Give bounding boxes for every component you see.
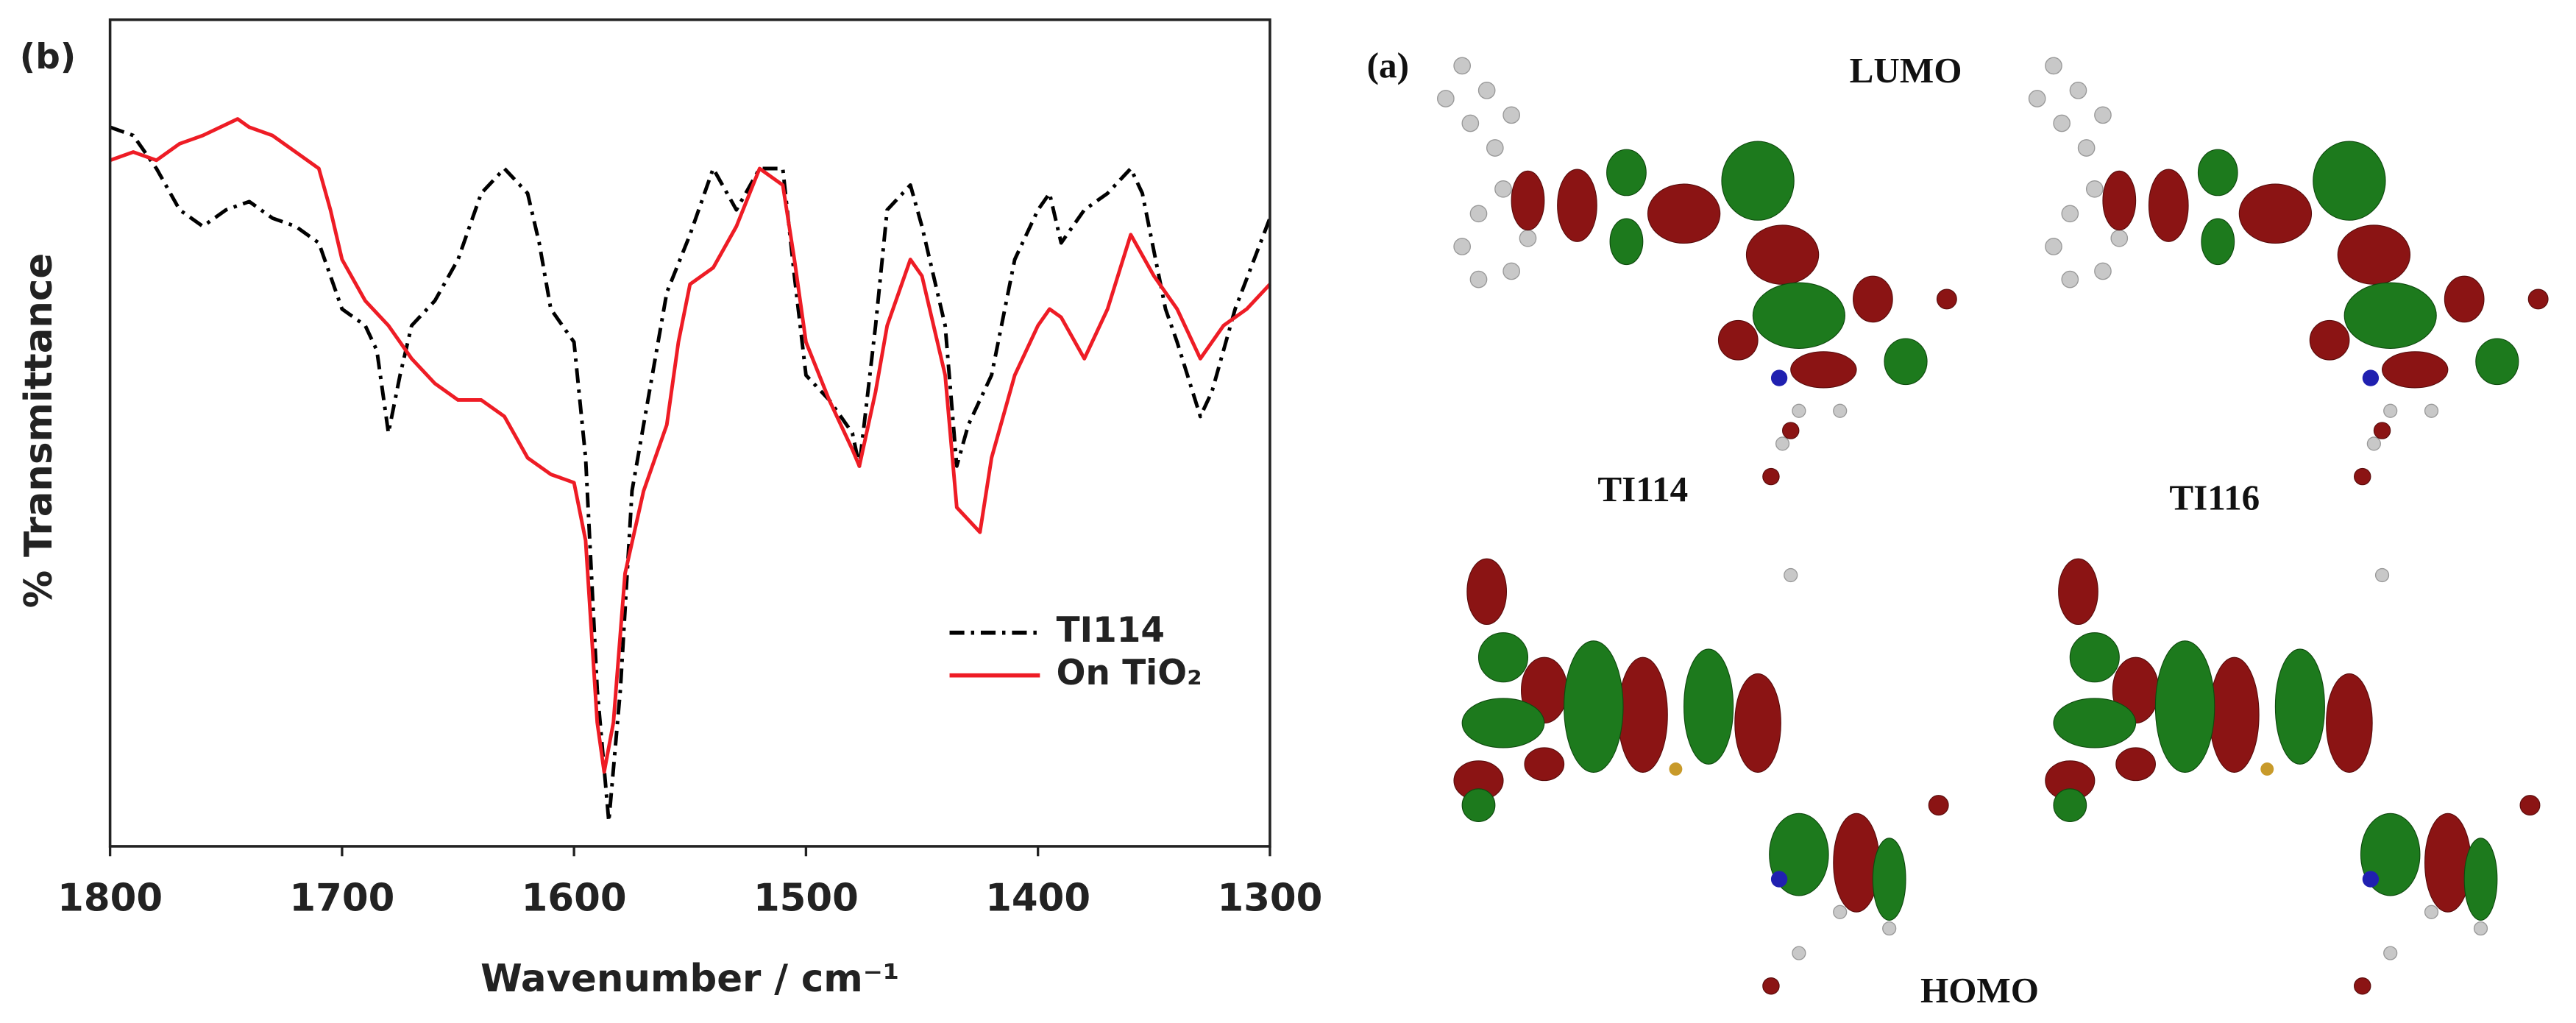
molecule-label: TI116 <box>2169 477 2260 517</box>
y-axis-title: % Transmittance <box>17 253 61 608</box>
x-tick-label: 1700 <box>289 877 394 921</box>
legend-label: On TiO₂ <box>1057 653 1202 693</box>
series-line <box>109 125 1272 824</box>
panel-label: (a) <box>1367 45 1409 85</box>
orbital-label: HOMO <box>1920 970 2039 1010</box>
plot-frame <box>108 18 1271 848</box>
x-tick-label: 1300 <box>1217 877 1322 921</box>
x-tick-label: 1400 <box>985 877 1090 921</box>
x-axis-title: Wavenumber / cm⁻¹ <box>480 957 899 1001</box>
legend-label: TI114 <box>1057 610 1165 651</box>
x-tick-label: 1500 <box>753 877 859 921</box>
x-tick-label: 1600 <box>522 877 627 921</box>
molecule-label: TI114 <box>1597 469 1688 509</box>
series-line <box>109 117 1271 774</box>
panel-label: (b) <box>20 37 76 77</box>
x-tick-label: 1800 <box>57 877 163 921</box>
orbital-label: LUMO <box>1850 50 1962 91</box>
